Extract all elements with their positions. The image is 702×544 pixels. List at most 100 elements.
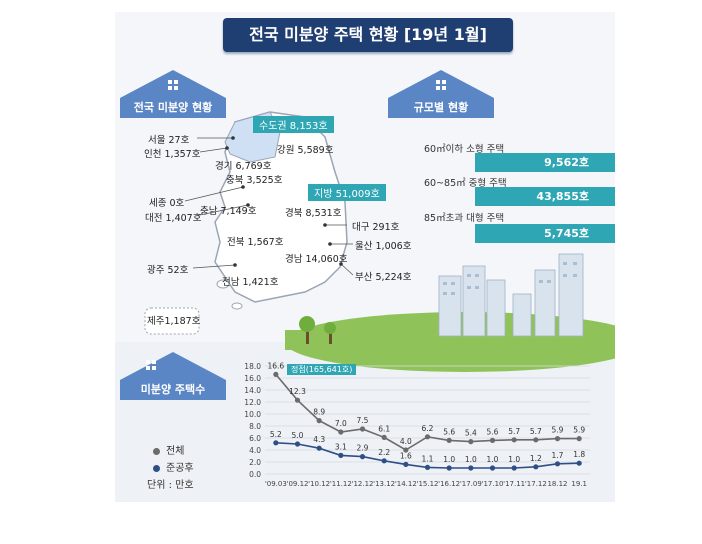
data-point <box>424 464 431 470</box>
data-label: 1.0 <box>487 455 499 464</box>
data-label: 1.2 <box>530 454 542 463</box>
x-tick-label: '09.03 <box>265 480 287 488</box>
data-label: 1.7 <box>552 451 564 460</box>
region-incheon: 인천 1,357호 <box>144 149 201 160</box>
trend-header-label: 미분양 주택수 <box>140 383 206 396</box>
x-tick-label: '17.09 <box>460 480 482 488</box>
data-point <box>511 437 517 443</box>
data-label: 5.7 <box>508 427 520 436</box>
region-gangwon: 강원 5,589호 <box>277 145 334 156</box>
data-label: 1.0 <box>443 455 455 464</box>
data-label: 3.1 <box>335 442 347 451</box>
data-point <box>403 447 409 453</box>
data-label: 5.6 <box>443 427 455 436</box>
data-point <box>511 465 517 471</box>
data-point <box>446 465 452 471</box>
region-jeonnam: 전남 1,421호 <box>222 277 279 288</box>
x-tick-label: '15.12 <box>417 480 439 488</box>
size-header-label: 규모별 현황 <box>413 101 469 114</box>
x-tick-label: '13.12 <box>373 480 395 488</box>
y-axis: 18.0 16.0 14.0 12.0 10.0 8.0 6.0 4.0 2.0 0.0 <box>244 362 590 479</box>
data-label: 5.4 <box>465 429 477 438</box>
x-tick-label: '09.12 <box>287 480 309 488</box>
legend-completed: 준공후 <box>153 459 194 474</box>
data-label: 6.2 <box>422 424 434 433</box>
y-tick-label: 16.0 <box>244 374 261 383</box>
house-roof-shape <box>120 352 226 400</box>
house-roof-shape <box>388 70 494 118</box>
data-label: 2.9 <box>357 444 369 453</box>
region-chungbuk: 충북 3,525호 <box>226 175 283 186</box>
peak-annotation: 정점(165,641호) <box>287 364 357 375</box>
data-label: 16.6 <box>267 361 284 370</box>
leader-lines <box>184 136 354 276</box>
legend-completed-label: 준공후 <box>166 463 194 474</box>
size-large-label: 85㎡초과 대형 주택 <box>424 213 505 224</box>
data-label: 1.0 <box>508 455 520 464</box>
data-label: 5.9 <box>552 426 564 435</box>
data-label: 1.8 <box>573 450 585 459</box>
x-tick-label: 19.1 <box>571 480 587 488</box>
data-point <box>424 434 431 440</box>
region-gyeongnam: 경남 14,060호 <box>285 254 348 265</box>
data-point <box>273 371 279 377</box>
x-tick-label: '12.12 <box>352 480 374 488</box>
apartment-illustration <box>438 253 584 337</box>
data-point <box>381 458 387 464</box>
region-busan: 부산 5,224호 <box>355 272 412 283</box>
y-tick-label: 6.0 <box>249 434 261 443</box>
region-gyeongbuk: 경북 8,531호 <box>285 208 342 219</box>
data-point <box>294 441 301 447</box>
y-tick-label: 18.0 <box>244 362 261 371</box>
y-tick-label: 10.0 <box>244 410 261 419</box>
x-tick-label: '17.10 <box>482 480 504 488</box>
data-point <box>381 434 387 440</box>
size-small-label: 60㎡이하 소형 주택 <box>424 144 505 155</box>
y-tick-label: 12.0 <box>244 398 261 407</box>
regional-header-label: 전국 미분양 현황 <box>133 101 213 114</box>
data-label: 5.6 <box>487 427 499 436</box>
x-axis: '09.03'09.12'10.12'11.12'12.12'13.12'14.… <box>265 480 587 488</box>
y-tick-label: 8.0 <box>249 422 261 431</box>
data-point <box>273 440 279 446</box>
data-label: 5.2 <box>270 430 282 439</box>
trend-header: 미분양 주택수 <box>120 352 226 400</box>
legend-total-label: 전체 <box>166 446 185 457</box>
data-point <box>316 418 322 424</box>
data-label: 4.0 <box>400 437 412 446</box>
region-jeju: 제주1,187호 <box>147 316 201 327</box>
x-tick-label: '10.12 <box>308 480 330 488</box>
regional-header: 전국 미분양 현황 <box>120 70 226 118</box>
background-art <box>115 12 615 502</box>
data-label: 1.6 <box>400 451 412 460</box>
data-label: 1.1 <box>422 454 434 463</box>
data-point <box>554 461 561 467</box>
data-label: 2.2 <box>378 448 390 457</box>
region-daejeon: 대전 1,407호 <box>145 213 202 224</box>
data-point <box>403 461 409 467</box>
trend-chart: 18.0 16.0 14.0 12.0 10.0 8.0 6.0 4.0 2.0 0.0 '09.… <box>244 361 590 488</box>
region-sejong: 세종 0호 <box>149 198 185 209</box>
x-tick-label: '17.12 <box>525 480 547 488</box>
series-group: 16.6 12.3 8.9 7.0 7.5 6.1 4.0 6.2 5.6 5.4 5.6 5.7 5.… <box>267 361 585 471</box>
data-label: 6.1 <box>378 424 390 433</box>
data-point <box>359 426 366 432</box>
y-tick-label: 14.0 <box>244 386 261 395</box>
page-title: 전국 미분양 주택 현황 [19년 1월] <box>223 18 513 52</box>
region-gwangju: 광주 52호 <box>147 265 189 276</box>
data-point <box>294 397 301 403</box>
window-icon <box>436 80 446 90</box>
region-daegu: 대구 291호 <box>352 222 400 233</box>
region-gyeonggi: 경기 6,769호 <box>215 161 272 172</box>
size-header: 규모별 현황 <box>388 70 494 118</box>
window-icon <box>168 80 178 90</box>
data-point <box>489 465 496 471</box>
data-label: 12.3 <box>289 387 306 396</box>
data-point <box>446 437 452 443</box>
data-point <box>533 464 539 470</box>
data-label: 7.5 <box>357 416 369 425</box>
data-point <box>576 436 582 442</box>
data-point <box>576 460 582 466</box>
infographic-card: 전국 미분양 주택 현황 [19년 1월] 전국 미분양 현황 규모별 현황 미… <box>115 12 615 502</box>
x-tick-label: '17.11 <box>503 480 525 488</box>
